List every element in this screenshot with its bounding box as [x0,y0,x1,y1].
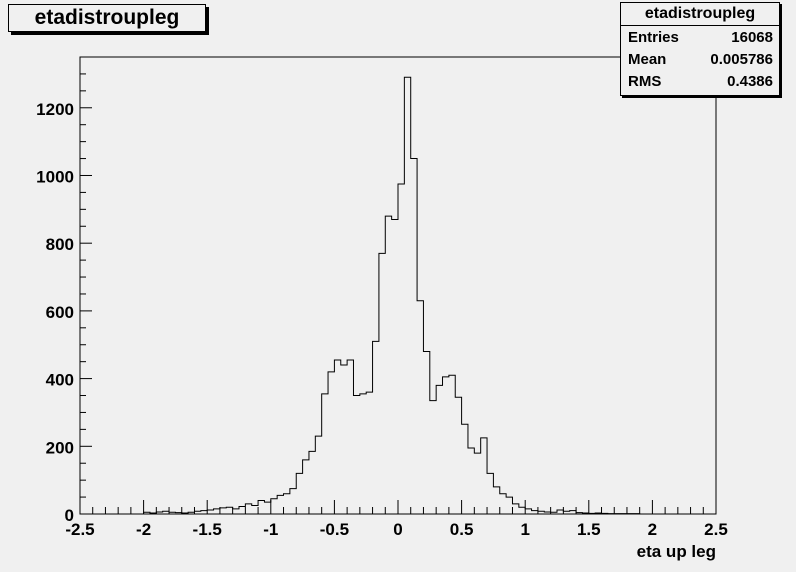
stats-value: 0.005786 [710,50,773,68]
x-tick-label: 0 [393,520,402,539]
stats-label: RMS [628,72,662,90]
stats-box: etadistroupleg Entries 16068 Mean 0.0057… [620,2,780,96]
y-tick-label: 1200 [36,100,74,119]
x-axis: -2.5 -2 -1.5 -1 -0.5 0 0.5 1 1.5 2 2.5 [65,500,728,539]
x-tick-label: -2.5 [65,520,94,539]
histogram-title: etadistroupleg [8,4,206,32]
x-tick-label: 1.5 [577,520,601,539]
x-tick-label: -0.5 [320,520,349,539]
stats-row-entries: Entries 16068 [621,26,779,48]
stats-box-title: etadistroupleg [621,3,779,26]
x-tick-label: 2 [648,520,657,539]
x-tick-label: -1 [263,520,278,539]
y-tick-label: 600 [46,303,74,322]
y-tick-label: 400 [46,371,74,390]
stats-row-mean: Mean 0.005786 [621,48,779,70]
x-tick-label: 0.5 [450,520,474,539]
y-axis: 0 200 400 600 800 1000 1200 [36,73,92,525]
y-tick-label: 200 [46,438,74,457]
x-tick-label: -2 [136,520,151,539]
y-tick-label: 0 [65,506,74,525]
x-tick-label: 1 [520,520,529,539]
stats-value: 0.4386 [727,72,773,90]
stats-value: 16068 [731,28,773,46]
plot-frame [79,56,717,515]
x-axis-label: eta up leg [637,542,716,561]
stats-row-rms: RMS 0.4386 [621,70,779,92]
x-tick-label: -1.5 [193,520,222,539]
x-tick-label: 2.5 [704,520,728,539]
y-tick-label: 800 [46,235,74,254]
stats-label: Entries [628,28,679,46]
stats-label: Mean [628,50,667,68]
histogram-step-line [80,76,716,515]
y-tick-label: 1000 [36,167,74,186]
